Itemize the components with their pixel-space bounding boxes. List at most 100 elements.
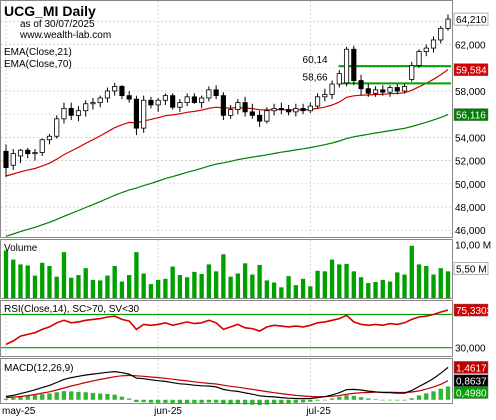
volume-bar — [127, 275, 132, 298]
macd-pane: MACD(12,26,9) — [3, 363, 451, 406]
macd-histogram-bar — [184, 399, 190, 404]
ema70-value-tag-box — [453, 108, 489, 121]
candle-body — [61, 108, 67, 120]
volume-bar — [134, 252, 139, 298]
candle-body — [112, 85, 118, 92]
candle-body — [343, 48, 350, 84]
volume-bar — [409, 245, 414, 298]
candle-body — [358, 80, 364, 90]
macd-histogram-bar — [134, 399, 139, 402]
candle-body — [264, 110, 270, 122]
price-tick-label: 50,000 — [455, 180, 486, 191]
candle-body — [90, 102, 96, 105]
candle-body — [322, 94, 328, 98]
candle-body — [365, 88, 371, 94]
volume-bar — [286, 276, 291, 298]
macd-histogram-bar — [11, 398, 16, 400]
macd-histogram-bar — [366, 398, 371, 400]
candle-body — [380, 89, 386, 93]
candle-body — [293, 108, 299, 113]
macd-histogram-bar — [18, 396, 23, 400]
website-label: www.wealth-lab.com — [19, 30, 111, 41]
volume-bar — [199, 274, 204, 298]
axis-labels: may-25 jun-25 jul-25 46,000 48,000 50,000 52,0… — [2, 12, 493, 417]
candle-body — [177, 102, 183, 108]
volume-bar — [141, 273, 146, 298]
volume-bar — [163, 278, 168, 298]
candle-body — [387, 87, 393, 93]
macd-histogram-bar — [387, 399, 393, 401]
macd-histogram-bar — [177, 399, 183, 404]
volume-bar — [438, 268, 443, 298]
volume-bar — [83, 268, 88, 298]
volume-bar — [380, 279, 385, 298]
price-tick-label: 46,000 — [455, 226, 486, 237]
candle-body — [278, 108, 284, 110]
candle-body — [155, 99, 161, 106]
macd-histogram-bar — [3, 398, 9, 400]
candle-body — [307, 105, 313, 112]
level-label: 60,14 — [303, 55, 328, 66]
macd-histogram-bar — [264, 399, 270, 405]
volume-bar — [257, 264, 262, 298]
macd-histogram-bar — [221, 399, 226, 404]
candle-body — [445, 18, 451, 29]
candle-body — [249, 111, 255, 116]
candle-body — [3, 150, 9, 168]
macd-histogram-bar — [271, 399, 277, 404]
volume-bar — [344, 263, 349, 298]
candle-body — [351, 48, 357, 81]
candle-body — [170, 95, 176, 108]
volume-bar — [177, 275, 183, 298]
candle-body — [336, 73, 342, 85]
volume-bar — [3, 250, 9, 298]
candle-body — [54, 118, 60, 137]
rsi-last-tag-box — [453, 303, 489, 317]
macd-last-tag: 1,4617 — [456, 363, 487, 374]
macd-histogram-bar — [61, 391, 67, 400]
macd-histogram-bar — [148, 399, 154, 403]
candle-body — [17, 149, 24, 157]
volume-bar — [431, 274, 436, 298]
macd-histogram-bar — [416, 395, 422, 400]
macd-histogram-bar — [105, 394, 110, 400]
macd-histogram-bar — [308, 399, 313, 402]
volume-bar — [184, 277, 190, 298]
candle-body — [409, 65, 415, 80]
candle-body — [75, 110, 82, 116]
candle-body — [162, 95, 168, 101]
candle-body — [271, 108, 277, 112]
candle-body — [423, 47, 429, 52]
volume-bar — [271, 282, 277, 298]
macd-histogram-bar — [445, 386, 451, 400]
candle-body — [300, 108, 306, 112]
candle-body — [199, 97, 205, 103]
candle-body — [416, 51, 422, 66]
x-tick-label: jul-25 — [305, 406, 331, 417]
volume-bar — [40, 262, 45, 298]
volume-bar — [25, 265, 30, 298]
macd-histogram-bar — [119, 396, 125, 400]
macd-title: MACD(12,26,9) — [4, 363, 73, 374]
candle-body — [32, 152, 38, 155]
x-tick-label: jun-25 — [153, 406, 182, 417]
volume-bar — [148, 284, 154, 298]
candle-body — [235, 102, 241, 110]
macd-histogram-bar — [380, 399, 385, 401]
macd-histogram-bar — [438, 388, 443, 400]
rsi-pane-border — [0, 300, 453, 357]
macd-histogram-bar — [257, 399, 262, 406]
macd-histogram-bar — [300, 399, 306, 403]
volume-bar — [337, 264, 342, 298]
volume-bar — [235, 273, 241, 298]
volume-bar — [351, 271, 356, 298]
rsi-title: RSI(Close,14), SC>70, SV<30 — [4, 304, 140, 315]
macd-histogram-bar — [170, 399, 175, 404]
macd-histogram-bar — [199, 399, 204, 403]
macd-histogram-bar — [315, 399, 320, 401]
macd-histogram-bar — [127, 398, 132, 400]
price-tick-label: 58,000 — [455, 87, 486, 98]
volume-bar — [32, 275, 38, 298]
candle-body — [191, 96, 197, 104]
